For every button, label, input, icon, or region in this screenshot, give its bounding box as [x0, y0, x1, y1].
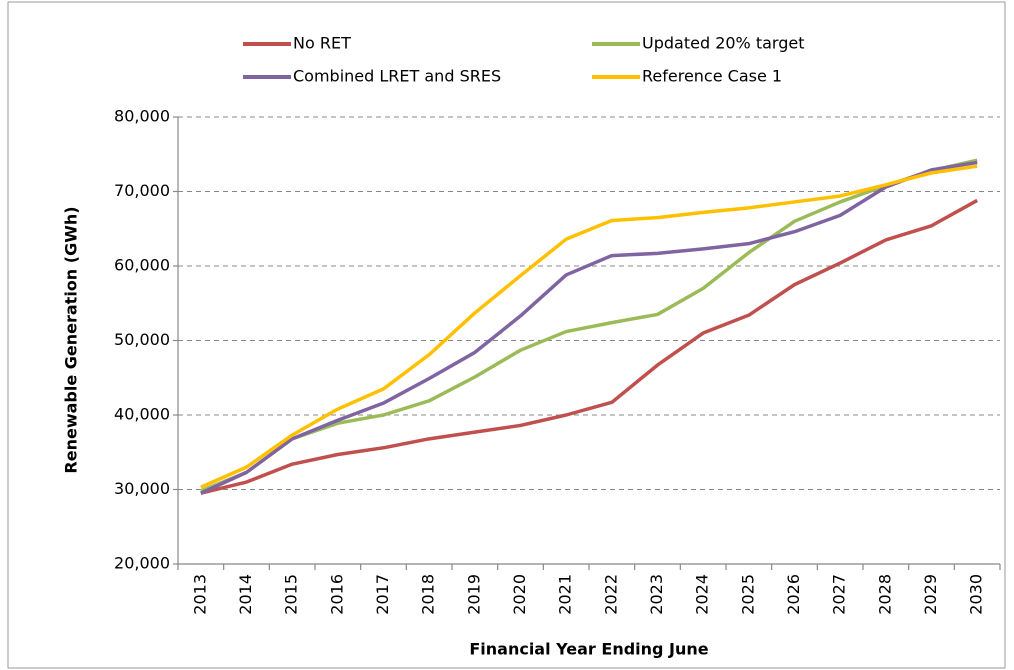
x-tick-label: 2015 — [282, 574, 301, 615]
x-tick-label: 2024 — [693, 574, 712, 615]
legend-label: Updated 20% target — [642, 34, 804, 53]
x-axis-title: Financial Year Ending June — [469, 640, 708, 659]
x-tick-label: 2016 — [327, 574, 346, 615]
x-tick-label: 2028 — [875, 574, 894, 615]
x-tick-label: 2030 — [967, 574, 986, 615]
x-tick-label: 2014 — [236, 574, 255, 615]
y-tick-label: 60,000 — [114, 256, 170, 275]
x-tick-label: 2021 — [556, 574, 575, 615]
y-axis-title: Renewable Generation (GWh) — [62, 206, 81, 473]
x-tick-label: 2017 — [373, 574, 392, 615]
legend-label: Combined LRET and SRES — [293, 67, 501, 86]
x-tick-label: 2022 — [601, 574, 620, 615]
legend-label: No RET — [293, 34, 351, 53]
y-tick-label: 70,000 — [114, 181, 170, 200]
x-tick-label: 2020 — [510, 574, 529, 615]
x-tick-label: 2013 — [190, 574, 209, 615]
series-line — [200, 160, 978, 495]
legend-label: Reference Case 1 — [642, 67, 782, 86]
x-tick-label: 2029 — [921, 574, 940, 615]
x-tick-label: 2019 — [464, 574, 483, 615]
x-tick-label: 2027 — [830, 574, 849, 615]
x-tick-label: 2026 — [784, 574, 803, 615]
chart-frame — [7, 1, 1006, 669]
series-line — [200, 158, 978, 493]
x-tick-label: 2025 — [738, 574, 757, 615]
y-tick-label: 50,000 — [114, 330, 170, 349]
y-tick-label: 40,000 — [114, 405, 170, 424]
series-line — [200, 164, 978, 489]
x-tick-label: 2018 — [419, 574, 438, 615]
series-line — [200, 198, 979, 495]
y-tick-label: 20,000 — [114, 554, 170, 573]
y-tick-label: 80,000 — [114, 107, 170, 126]
x-tick-label: 2023 — [647, 574, 666, 615]
y-tick-label: 30,000 — [114, 479, 170, 498]
